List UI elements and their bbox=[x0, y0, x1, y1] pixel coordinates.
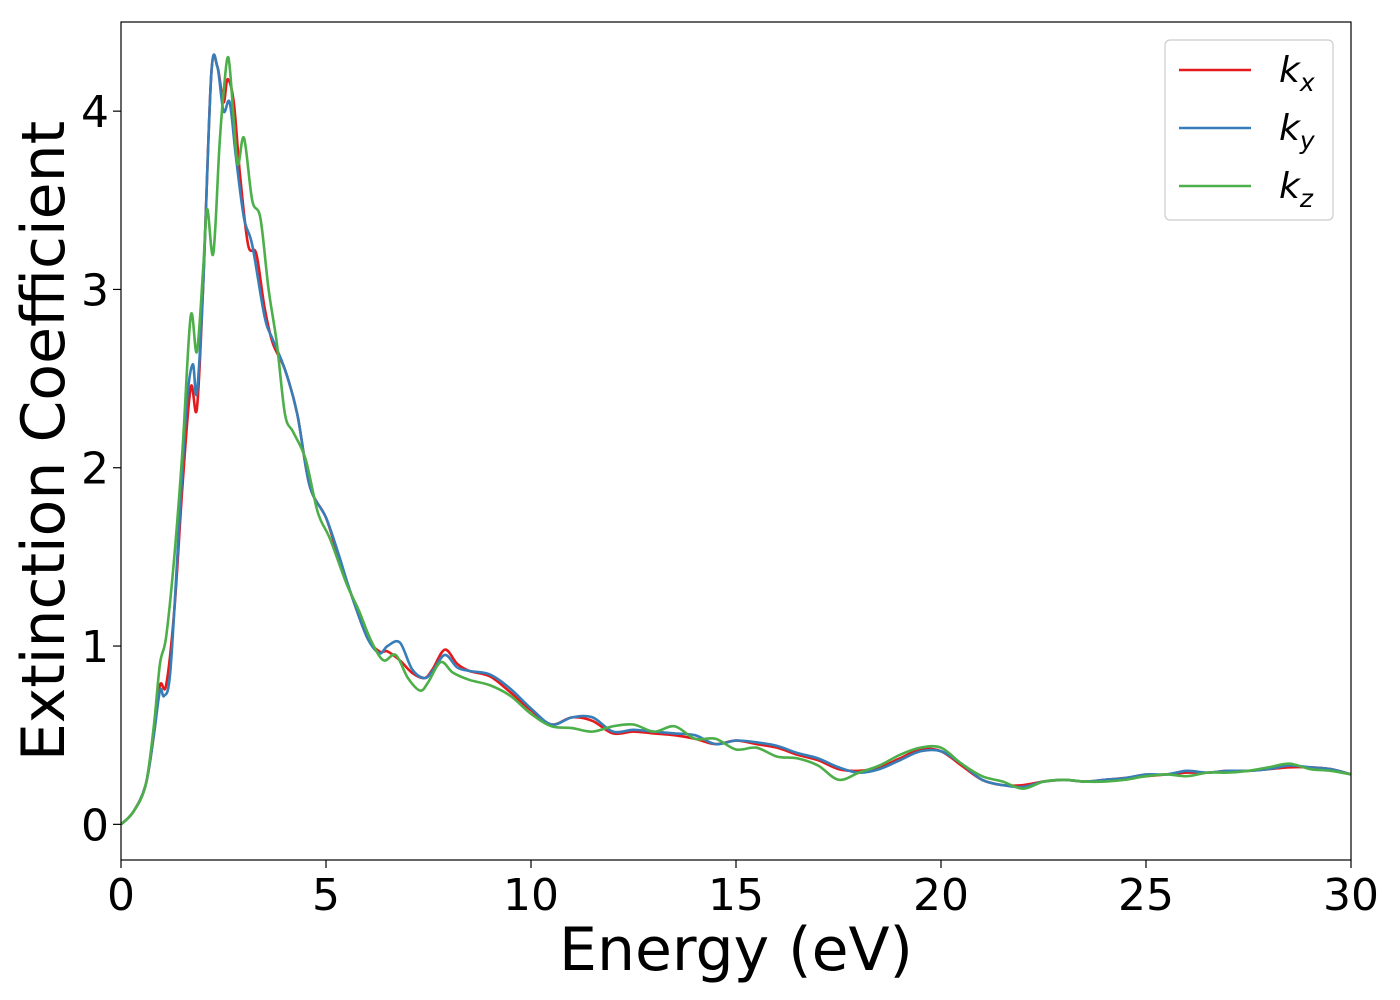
legend-label-kx: kx bbox=[1279, 50, 1315, 97]
x-tick-label: 25 bbox=[1118, 870, 1174, 921]
legend: kx ky kz bbox=[1164, 39, 1334, 221]
x-tick-label: 30 bbox=[1323, 870, 1379, 921]
y-axis-ticks: 0 1 2 3 4 bbox=[81, 87, 121, 851]
y-axis-title: Extinction Coefficient bbox=[9, 121, 79, 761]
y-tick-label: 2 bbox=[81, 444, 109, 495]
x-tick-label: 5 bbox=[312, 870, 340, 921]
y-tick-label: 3 bbox=[81, 265, 109, 316]
x-tick-label: 15 bbox=[708, 870, 764, 921]
x-tick-label: 0 bbox=[107, 870, 135, 921]
x-axis-ticks: 0 5 10 15 20 25 30 bbox=[107, 860, 1379, 921]
legend-label-kz: kz bbox=[1279, 166, 1314, 213]
x-tick-label: 10 bbox=[503, 870, 559, 921]
series-line-kz bbox=[121, 56, 1351, 826]
legend-box bbox=[1164, 39, 1334, 221]
y-tick-label: 1 bbox=[81, 622, 109, 673]
x-tick-label: 20 bbox=[913, 870, 969, 921]
y-tick-label: 4 bbox=[81, 87, 109, 138]
legend-label-ky: ky bbox=[1279, 108, 1316, 155]
series-layer bbox=[121, 53, 1351, 826]
x-axis-title: Energy (eV) bbox=[559, 915, 913, 985]
y-tick-label: 0 bbox=[81, 800, 109, 851]
